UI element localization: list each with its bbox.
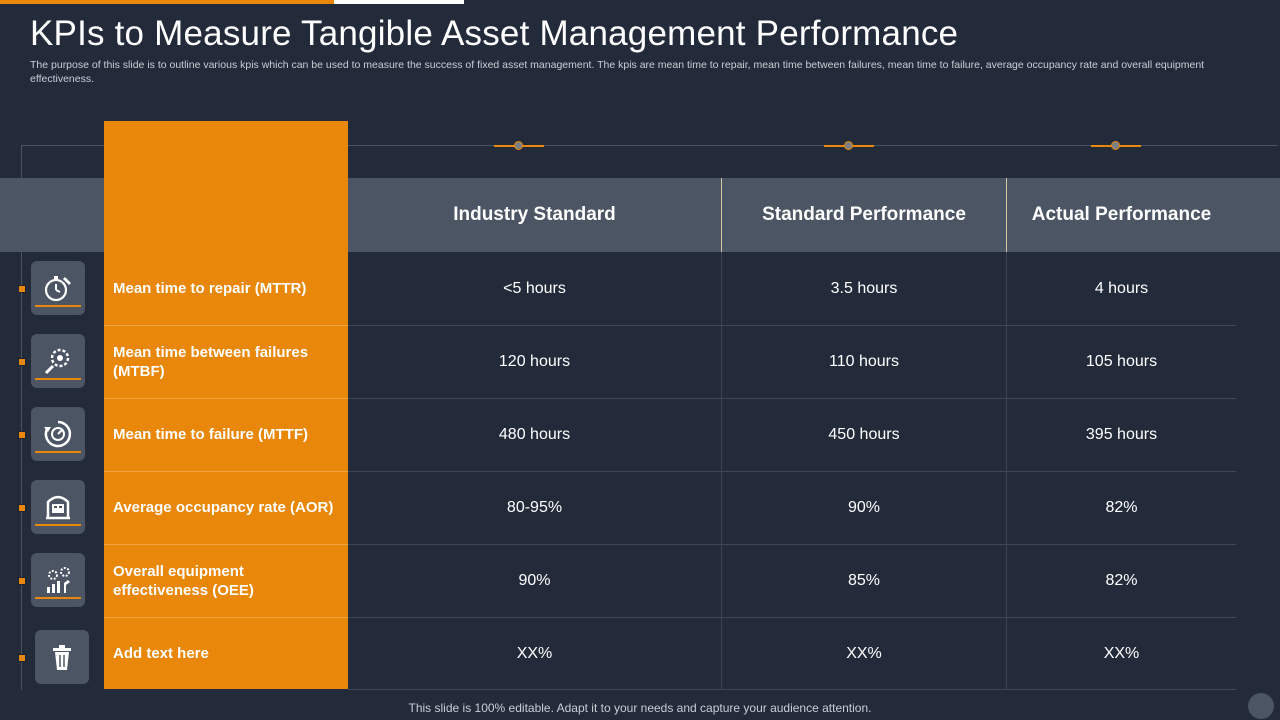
row-bullet — [18, 285, 26, 293]
occupancy-icon — [46, 495, 70, 520]
top-accent-bar-light — [334, 0, 464, 4]
row-icon-tile — [31, 553, 85, 607]
table-cell: 82% — [1105, 498, 1138, 516]
page-subtitle: The purpose of this slide is to outline … — [30, 59, 1205, 85]
divider-line — [22, 145, 1278, 146]
kpi-label: Overall equipment effectiveness (OEE) — [113, 562, 254, 599]
row-icon-tile — [31, 480, 85, 534]
kpi-label-column — [104, 121, 348, 689]
kpi-label: Mean time to failure (MTTF) — [113, 426, 308, 443]
left-rail-line — [21, 145, 22, 690]
table-cell: XX% — [1103, 644, 1140, 662]
table-cell: 395 hours — [1085, 425, 1158, 443]
row-bullet — [18, 504, 26, 512]
label-divider — [104, 398, 348, 399]
column-separator — [1006, 178, 1007, 252]
row-divider — [348, 617, 1236, 618]
table-cell: 110 hours — [829, 352, 899, 370]
column-header-standard-performance: Standard Performance — [762, 204, 966, 225]
table-cell: 85% — [847, 571, 881, 589]
kpi-label: Mean time to repair (MTTR) — [113, 280, 307, 297]
row-divider — [348, 471, 1236, 472]
row-bullet — [18, 577, 26, 585]
kpi-label: Mean time between failures (MTBF) — [113, 343, 309, 380]
column-marker — [824, 141, 874, 150]
gauge-cycle-icon — [44, 420, 72, 448]
column-header-industry-standard: Industry Standard — [453, 204, 616, 225]
row-bullet — [18, 358, 26, 366]
table-cell: 480 hours — [498, 425, 571, 443]
trash-icon — [53, 645, 71, 670]
grid-line — [1006, 252, 1007, 689]
table-cell: 82% — [1105, 571, 1138, 589]
row-icon-tile — [31, 334, 85, 388]
table-cell: 3.5 hours — [830, 279, 898, 297]
stopwatch-wrench-icon — [44, 276, 71, 302]
top-accent-bar — [0, 0, 334, 4]
table-cell: 120 hours — [498, 352, 571, 370]
row-divider — [348, 398, 1236, 399]
gear-magnifier-icon — [44, 348, 70, 375]
table-cell: 105 hours — [1085, 352, 1158, 370]
page-title: KPIs to Measure Tangible Asset Managemen… — [30, 14, 959, 53]
kpi-label: Average occupancy rate (AOR) — [113, 499, 334, 516]
row-icon-tile — [31, 261, 85, 315]
label-divider — [104, 325, 348, 326]
grid-line — [721, 252, 722, 689]
row-divider — [348, 689, 1236, 690]
row-icon-tile — [31, 407, 85, 461]
slide-nav-button[interactable] — [1248, 693, 1274, 719]
label-divider — [104, 471, 348, 472]
row-divider — [348, 325, 1236, 326]
column-header-actual-performance: Actual Performance — [1031, 204, 1212, 225]
column-marker — [494, 141, 544, 150]
kpi-label: Add text here — [113, 645, 209, 662]
table-cell: <5 hours — [503, 279, 566, 297]
row-bullet — [18, 431, 26, 439]
label-divider — [104, 544, 348, 545]
table-cell: 4 hours — [1094, 279, 1149, 297]
equipment-chart-icon — [47, 567, 70, 593]
table-cell: XX% — [846, 644, 882, 662]
column-separator — [721, 178, 722, 252]
column-marker — [1091, 141, 1141, 150]
table-cell: 90% — [518, 571, 551, 589]
table-cell: 450 hours — [828, 425, 900, 443]
row-bullet — [18, 654, 26, 662]
table-cell: 90% — [847, 498, 881, 516]
table-cell: 80-95% — [506, 498, 563, 516]
label-divider — [104, 617, 348, 618]
row-divider — [348, 544, 1236, 545]
row-icon-tile — [35, 630, 89, 684]
footer-note: This slide is 100% editable. Adapt it to… — [408, 701, 872, 715]
table-cell: XX% — [516, 644, 553, 662]
